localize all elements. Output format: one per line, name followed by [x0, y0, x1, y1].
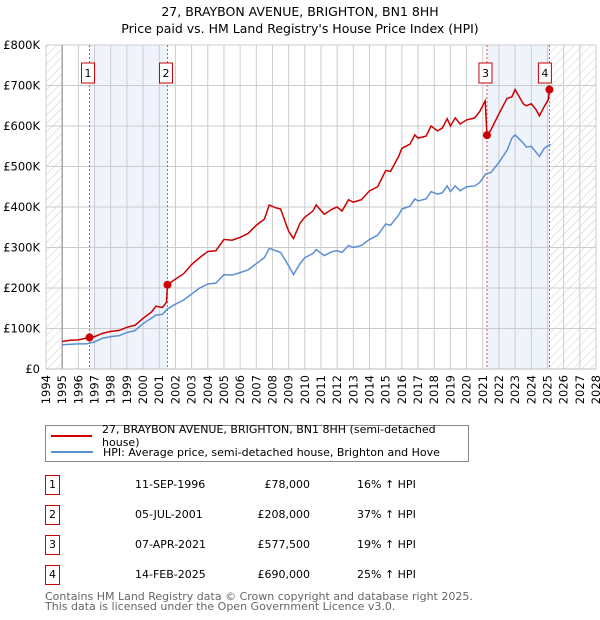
x-tick-label: 2011	[314, 375, 328, 404]
y-tick-label: £500K	[3, 160, 40, 174]
legend-item-property: 27, BRAYBON AVENUE, BRIGHTON, BN1 8HH (s…	[51, 423, 468, 449]
sale-date: 11-SEP-1996	[135, 478, 206, 491]
y-tick-label: £0	[25, 362, 40, 376]
legend-label-property: 27, BRAYBON AVENUE, BRIGHTON, BN1 8HH (s…	[102, 423, 436, 449]
sale-number-badge: 2	[45, 505, 60, 525]
x-tick-label: 2010	[298, 375, 312, 404]
chart-title: 27, BRAYBON AVENUE, BRIGHTON, BN1 8HH	[161, 4, 439, 19]
x-tick-label: 2017	[411, 375, 425, 404]
sale-point	[163, 280, 172, 289]
x-tick-label: 2027	[573, 375, 587, 404]
x-tick-label: 2021	[476, 375, 490, 404]
x-tick-label: 2000	[136, 375, 150, 404]
y-tick-label: £800K	[3, 38, 40, 52]
x-tick-label: 2007	[249, 375, 263, 404]
x-tick-label: 1999	[120, 375, 134, 404]
sale-point	[545, 85, 554, 94]
sale-hpi-diff: 19% ↑ HPI	[357, 538, 416, 551]
x-tick-label: 2006	[233, 375, 247, 404]
x-tick-label: 2020	[460, 375, 474, 404]
y-tick-label: £200K	[3, 281, 40, 295]
sale-badge	[537, 62, 552, 84]
sale-badge	[478, 62, 493, 84]
y-tick-label: £100K	[3, 322, 40, 336]
x-tick-label: 2025	[540, 375, 554, 404]
y-tick-label: £400K	[3, 200, 40, 214]
sale-number-badge: 4	[45, 565, 60, 585]
x-tick-label: 1997	[88, 375, 102, 404]
x-tick-label: 2008	[265, 375, 279, 404]
x-tick-label: 2019	[443, 375, 457, 404]
x-tick-label: 1995	[55, 375, 69, 404]
legend-label-hpi: HPI: Average price, semi-detached house,…	[103, 445, 440, 459]
y-tick-label: £600K	[3, 119, 40, 133]
x-tick-label: 2024	[524, 375, 538, 404]
x-tick-label: 2022	[492, 375, 506, 404]
x-tick-label: 2014	[363, 375, 377, 404]
x-tick-label: 1998	[104, 375, 118, 404]
sale-point	[482, 131, 491, 140]
x-tick-label: 2012	[330, 375, 344, 404]
sale-hpi-diff: 25% ↑ HPI	[357, 568, 416, 581]
chart-subtitle: Price paid vs. HM Land Registry's House …	[121, 21, 479, 36]
x-tick-label: 2026	[557, 375, 571, 404]
x-tick-label: 2013	[346, 375, 360, 404]
sale-number-badge: 3	[45, 535, 60, 555]
x-tick-label: 2009	[282, 375, 296, 404]
x-tick-label: 2003	[185, 375, 199, 404]
x-tick-label: 2023	[508, 375, 522, 404]
legend-swatch-hpi	[51, 451, 93, 453]
legend-swatch-property	[51, 435, 93, 437]
x-tick-label: 2028	[589, 375, 600, 404]
sale-date: 05-JUL-2001	[135, 508, 203, 521]
x-tick-label: 2016	[395, 375, 409, 404]
price-chart: 1994 1995 1996 1997 1998 1999 2000 2001 2002 2003…	[3, 38, 600, 404]
x-tick-label: 1996	[71, 375, 85, 404]
x-tick-label: 2005	[217, 375, 231, 404]
sale-row: 4 14-FEB-2025 £690,000 25% ↑ HPI	[45, 565, 465, 585]
sale-point	[85, 333, 94, 342]
x-tick-label: 2001	[152, 375, 166, 404]
sale-price: £577,500	[257, 538, 311, 551]
x-tick-label: 2004	[201, 375, 215, 404]
hpi-line	[62, 133, 552, 346]
sale-badge-label: 4	[541, 67, 548, 80]
sale-hpi-diff: 37% ↑ HPI	[357, 508, 416, 521]
sale-hpi-diff: 16% ↑ HPI	[357, 478, 416, 491]
sale-row: 2 05-JUL-2001 £208,000 37% ↑ HPI	[45, 505, 465, 525]
footer-licence: This data is licensed under the Open Gov…	[45, 600, 396, 613]
x-tick-label: 2002	[168, 375, 182, 404]
sale-date: 07-APR-2021	[135, 538, 207, 551]
sale-badge	[158, 62, 173, 84]
sale-row: 1 11-SEP-1996 £78,000 16% ↑ HPI	[45, 475, 465, 495]
sale-badge-label: 1	[85, 67, 92, 80]
sale-price: £78,000	[264, 478, 311, 491]
sale-row: 3 07-APR-2021 £577,500 19% ↑ HPI	[45, 535, 465, 555]
sale-number-badge: 1	[45, 475, 60, 495]
legend-item-hpi: HPI: Average price, semi-detached house,…	[51, 444, 440, 460]
sale-badge-label: 3	[482, 67, 489, 80]
footer-copyright: Contains HM Land Registry data © Crown c…	[45, 590, 473, 603]
y-tick-label: £700K	[3, 79, 40, 93]
y-tick-label: £300K	[3, 241, 40, 255]
sale-badge	[81, 62, 96, 84]
x-tick-label: 2018	[427, 375, 441, 404]
x-tick-label: 1994	[39, 375, 53, 404]
sale-price: £690,000	[257, 568, 311, 581]
x-tick-label: 2015	[379, 375, 393, 404]
sale-price: £208,000	[257, 508, 311, 521]
sale-badge-label: 2	[162, 67, 169, 80]
chart-legend: 27, BRAYBON AVENUE, BRIGHTON, BN1 8HH (s…	[45, 423, 469, 462]
sale-date: 14-FEB-2025	[135, 568, 206, 581]
